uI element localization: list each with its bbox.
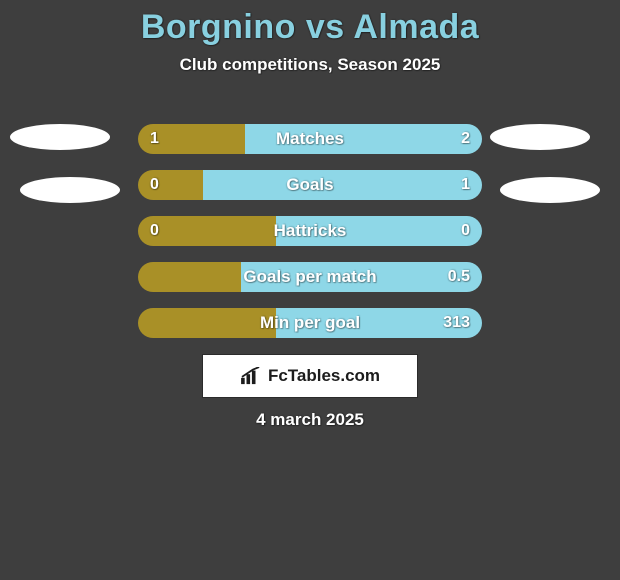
stat-bar: Goals per match0.5: [138, 262, 482, 292]
stat-label: Matches: [138, 124, 482, 154]
stat-value-right: 0.5: [448, 262, 470, 292]
stat-bar: Matches1 2: [138, 124, 482, 154]
page-subtitle: Club competitions, Season 2025: [0, 55, 620, 75]
stat-bar: Min per goal313: [138, 308, 482, 338]
avatar-left-1: [10, 124, 110, 150]
brand-badge: FcTables.com: [202, 354, 418, 398]
stat-bar: Hattricks0 0: [138, 216, 482, 246]
avatar-right-2: [500, 177, 600, 203]
stat-value-right: 313: [443, 308, 470, 338]
stat-value-right: 1: [461, 170, 470, 200]
stat-label: Goals: [138, 170, 482, 200]
brand-text: FcTables.com: [268, 366, 380, 386]
comparison-canvas: Borgnino vs Almada Club competitions, Se…: [0, 0, 620, 580]
stat-value-right: 2: [461, 124, 470, 154]
stat-label: Min per goal: [138, 308, 482, 338]
date-text: 4 march 2025: [0, 410, 620, 430]
stat-value-left: 1: [150, 124, 159, 154]
stats-bars: Matches12Goals01Hattricks00Goals per mat…: [138, 124, 482, 354]
avatar-right-1: [490, 124, 590, 150]
stat-label: Hattricks: [138, 216, 482, 246]
stat-label: Goals per match: [138, 262, 482, 292]
page-title: Borgnino vs Almada: [0, 0, 620, 47]
bars-icon: [240, 367, 262, 385]
stat-bar: Goals0 1: [138, 170, 482, 200]
stat-value-right: 0: [461, 216, 470, 246]
stat-value-left: 0: [150, 216, 159, 246]
avatar-left-2: [20, 177, 120, 203]
stat-value-left: 0: [150, 170, 159, 200]
